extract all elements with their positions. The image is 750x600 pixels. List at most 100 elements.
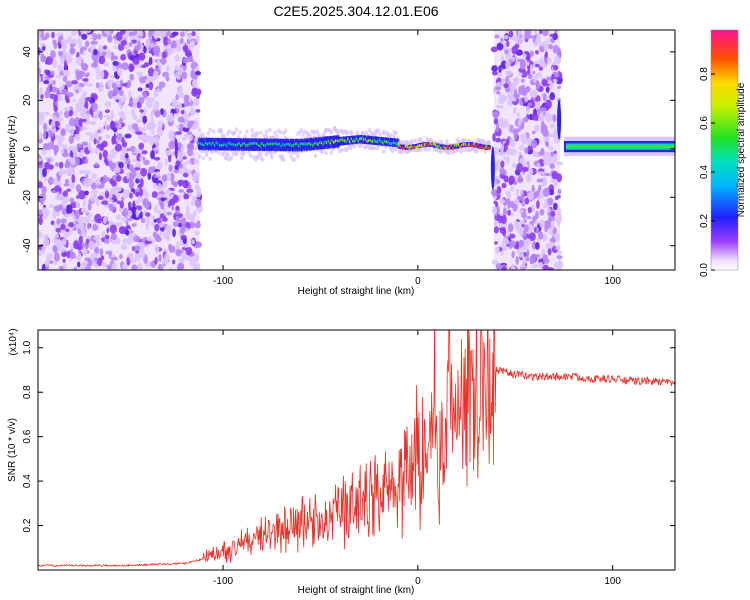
noise-spike: [174, 138, 178, 159]
noise-blob: [504, 49, 509, 55]
signal-halo: [367, 128, 372, 133]
noise-blob: [173, 169, 180, 174]
noise-blob: [502, 237, 510, 246]
signal-halo: [355, 130, 360, 135]
noise-blob: [520, 133, 524, 138]
noise-blob: [145, 222, 150, 231]
noise-blob: [506, 156, 510, 164]
noise-blob: [118, 89, 124, 97]
signal-halo: [439, 139, 444, 144]
noise-blob: [508, 175, 515, 185]
spectrogram-xtick-label: 100: [604, 276, 621, 287]
noise-blob: [195, 189, 202, 198]
noise-blob: [511, 250, 515, 259]
noise-blob: [129, 145, 136, 153]
noise-blob: [523, 32, 531, 40]
noise-blob: [111, 82, 117, 89]
noise-blob: [537, 231, 544, 240]
noise-blob: [51, 31, 55, 39]
noise-blob: [170, 112, 174, 123]
noise-blob: [158, 64, 163, 71]
noise-blob: [48, 203, 54, 208]
noise-blob: [162, 217, 168, 222]
noise-blob: [71, 174, 76, 184]
noise-blob: [55, 194, 62, 201]
noise-blob: [543, 93, 547, 102]
noise-blob: [538, 261, 544, 269]
noise-blob: [38, 157, 42, 162]
noise-blob: [171, 102, 177, 107]
noise-blob: [147, 201, 151, 207]
noise-blob: [97, 218, 103, 224]
noise-blob: [137, 40, 141, 50]
snr-content: [38, 330, 675, 568]
colorbar: 0.0 0.2 0.4 0.6 0.8 Normalized spectral ampl…: [699, 29, 747, 277]
noise-blob: [507, 204, 511, 209]
noise-blob: [150, 215, 156, 220]
snr-ytick-label: 0.6: [22, 429, 33, 443]
signal-halo: [234, 152, 239, 157]
noise-blob: [38, 216, 43, 226]
noise-blob: [545, 141, 549, 148]
noise-blob: [47, 158, 51, 164]
noise-blob: [545, 114, 553, 123]
noise-blob: [182, 162, 187, 172]
noise-blob: [131, 214, 137, 220]
noise-blob: [503, 83, 509, 89]
noise-region-0: [38, 30, 203, 270]
signal-halo: [459, 148, 463, 154]
noise-blob: [532, 41, 539, 47]
noise-blob: [69, 197, 75, 204]
noise-blob: [182, 126, 190, 133]
noise-blob: [50, 220, 55, 226]
noise-blob: [79, 216, 84, 223]
signal-halo: [483, 149, 488, 154]
noise-blob: [520, 121, 525, 130]
noise-blob: [521, 166, 529, 172]
noise-blob: [122, 263, 129, 270]
noise-blob: [513, 132, 518, 141]
noise-blob: [171, 31, 179, 36]
noise-blob: [191, 173, 200, 183]
noise-blob: [181, 137, 187, 141]
noise-blob: [547, 267, 555, 270]
noise-blob: [95, 82, 100, 89]
noise-blob: [177, 249, 184, 254]
noise-blob: [190, 40, 196, 47]
noise-blob: [131, 266, 136, 270]
noise-blob: [548, 146, 554, 151]
spectrogram-frame: [37, 29, 676, 271]
noise-blob: [499, 198, 506, 204]
signal-halo: [225, 153, 230, 158]
noise-blob: [82, 78, 89, 82]
noise-blob: [515, 188, 520, 197]
noise-blob: [505, 75, 509, 85]
noise-blob: [154, 223, 160, 232]
noise-blob: [97, 184, 103, 189]
noise-blob: [536, 200, 540, 210]
noise-blob: [152, 70, 159, 80]
noise-blob: [56, 218, 61, 226]
noise-blob: [176, 263, 185, 270]
noise-blob: [181, 223, 186, 233]
noise-blob: [120, 94, 127, 103]
signal-halo: [217, 150, 221, 155]
noise-blob: [526, 215, 532, 220]
noise-blob: [165, 225, 172, 231]
noise-blob: [195, 109, 201, 113]
noise-blob: [163, 230, 171, 239]
signal-halo: [208, 156, 213, 162]
noise-blob: [495, 263, 502, 270]
noise-blob: [141, 76, 148, 80]
noise-blob: [155, 149, 159, 155]
noise-blob: [65, 80, 73, 88]
noise-blob: [508, 233, 516, 239]
noise-blob: [41, 244, 46, 254]
noise-blob: [102, 45, 108, 50]
noise-blob: [52, 80, 56, 86]
noise-blob: [167, 37, 172, 45]
noise-blob: [76, 143, 83, 149]
noise-blob: [60, 169, 68, 175]
noise-blob: [97, 85, 104, 93]
noise-blob: [66, 92, 74, 98]
